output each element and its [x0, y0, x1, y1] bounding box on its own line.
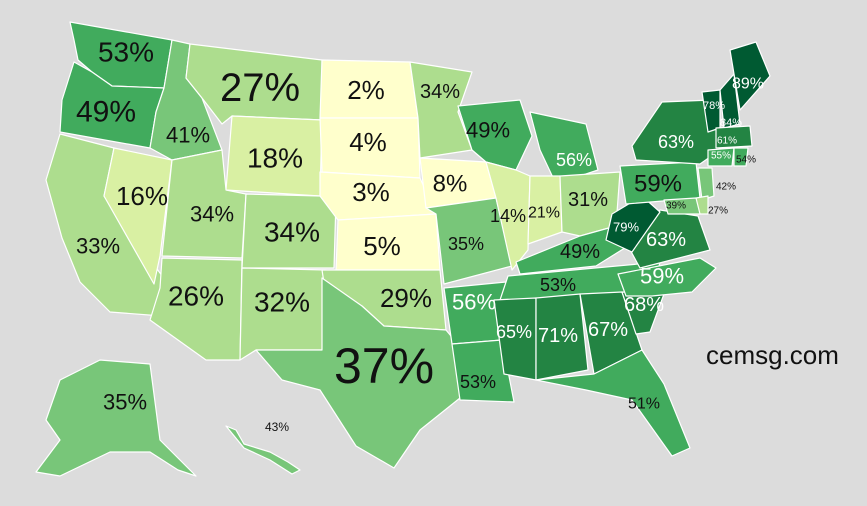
state-label-louisiana: 53%	[460, 372, 496, 392]
state-label-delaware: 27%	[708, 206, 728, 217]
state-louisiana	[451, 339, 515, 403]
state-massachusetts	[715, 125, 753, 149]
state-label-utah: 34%	[190, 202, 234, 227]
state-label-illinois: 14%	[490, 206, 526, 226]
state-label-california: 33%	[76, 234, 120, 259]
state-label-new-york: 63%	[658, 132, 694, 152]
state-alabama	[535, 293, 589, 381]
state-hawaii	[225, 425, 301, 475]
state-label-maine: 89%	[732, 76, 764, 93]
state-label-oregon: 49%	[76, 96, 136, 129]
state-label-kentucky: 49%	[560, 241, 600, 263]
state-label-texas: 37%	[334, 338, 434, 394]
state-label-nebraska: 3%	[352, 177, 390, 207]
state-label-arkansas: 56%	[452, 290, 496, 315]
state-new-jersey	[697, 167, 715, 201]
state-missouri	[425, 197, 513, 285]
state-label-montana: 27%	[220, 66, 300, 110]
state-label-idaho: 41%	[166, 123, 210, 148]
state-label-north-dakota: 2%	[347, 75, 385, 105]
state-colorado	[241, 193, 337, 269]
state-new-hampshire	[719, 73, 741, 129]
state-label-minnesota: 34%	[420, 81, 460, 103]
state-label-vermont: 78%	[703, 100, 725, 112]
state-label-tennessee: 53%	[540, 275, 576, 295]
state-florida	[535, 349, 691, 457]
state-label-florida: 51%	[628, 396, 660, 413]
state-nevada	[103, 147, 173, 285]
state-label-new-mexico: 32%	[254, 287, 310, 318]
state-illinois	[485, 161, 531, 271]
state-arizona	[149, 257, 243, 361]
state-label-hawaii: 43%	[265, 420, 289, 434]
state-texas	[255, 277, 461, 469]
state-label-alaska: 35%	[103, 390, 147, 415]
state-label-connecticut: 55%	[711, 151, 731, 162]
state-alaska	[35, 359, 197, 477]
state-connecticut	[707, 147, 735, 167]
state-maryland	[663, 197, 701, 215]
state-label-iowa: 8%	[433, 171, 468, 198]
state-label-west-virginia: 79%	[613, 220, 639, 235]
state-label-north-carolina: 59%	[640, 264, 684, 289]
state-label-new-hampshire: 84%	[720, 117, 742, 129]
state-label-oklahoma: 29%	[380, 283, 432, 313]
state-label-south-carolina: 68%	[624, 294, 664, 316]
state-label-rhode-island: 54%	[736, 155, 756, 166]
state-label-alabama: 71%	[538, 325, 578, 347]
state-label-indiana: 21%	[528, 205, 560, 222]
state-maine	[729, 41, 771, 111]
state-label-georgia: 67%	[588, 319, 628, 341]
state-label-south-dakota: 4%	[349, 127, 387, 157]
state-label-pennsylvania: 59%	[634, 171, 682, 198]
state-label-mississippi: 65%	[496, 322, 532, 342]
state-label-wisconsin: 49%	[466, 118, 510, 143]
state-label-wyoming: 18%	[247, 143, 303, 174]
site-watermark: cemsg.com	[706, 340, 839, 370]
state-label-colorado: 34%	[264, 217, 320, 248]
state-label-ohio: 31%	[568, 189, 608, 211]
state-michigan	[529, 111, 599, 185]
state-label-new-jersey: 42%	[716, 182, 736, 193]
state-label-massachusetts: 61%	[717, 136, 737, 147]
state-label-washington: 53%	[98, 37, 154, 68]
state-label-nevada: 16%	[116, 181, 168, 211]
state-north-carolina	[617, 257, 717, 297]
state-label-michigan: 56%	[556, 150, 592, 170]
state-label-kansas: 5%	[363, 231, 401, 261]
state-label-virginia: 63%	[646, 229, 686, 251]
state-label-maryland: 39%	[666, 201, 686, 212]
state-label-missouri: 35%	[448, 234, 484, 254]
state-label-arizona: 26%	[168, 281, 224, 312]
state-rhode-island	[733, 147, 749, 167]
